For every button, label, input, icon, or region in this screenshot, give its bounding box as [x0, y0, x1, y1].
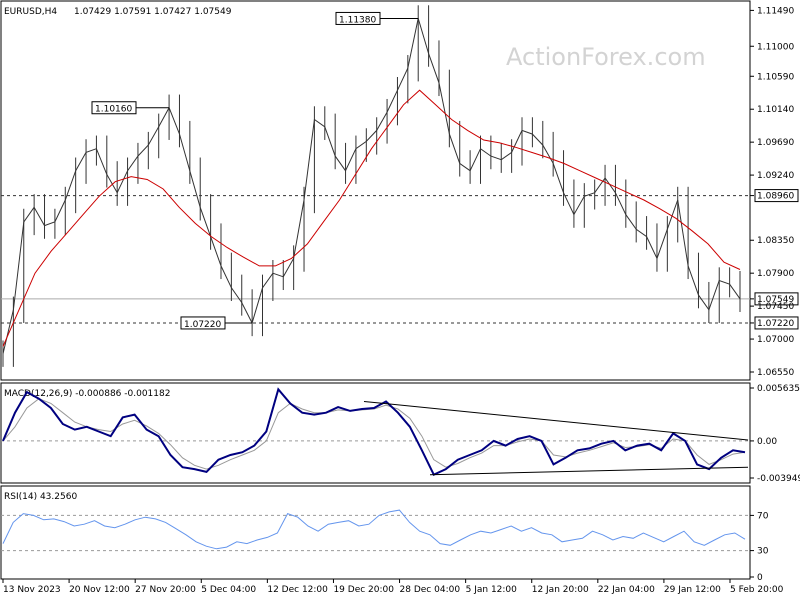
- price-y-axis: 1.11490 1.11000 1.10590 1.10140 1.09690 1.092…: [750, 6, 799, 378]
- x-tick-label: 12 Jan 20:00: [532, 585, 589, 595]
- price-y-tick-label: 1.10140: [757, 105, 794, 115]
- rsi-y-tick-label: 0: [757, 573, 763, 583]
- macd-y-tick-label: 0.005635: [757, 384, 800, 394]
- price-y-tick-label: 1.07900: [757, 269, 794, 279]
- annotation-label: 1.07220: [184, 320, 221, 330]
- price-y-tick-label: 1.07000: [757, 335, 794, 345]
- x-tick-label: 13 Nov 2023: [3, 585, 61, 595]
- macd-signal-line: [2, 398, 746, 470]
- x-tick-label: 19 Dec 20:00: [333, 585, 394, 595]
- rsi-panel: [1, 509, 750, 552]
- annotation-label: 1.11380: [339, 15, 376, 25]
- macd-y-axis: 0.005635 0.00 -0.003949: [750, 384, 800, 484]
- price-y-tick-label: 1.06550: [757, 368, 794, 378]
- annotation-label: 1.10160: [95, 105, 132, 115]
- price-y-tick-label: 1.08960: [757, 192, 794, 202]
- price-y-tick-label: 1.11490: [757, 6, 794, 16]
- price-annotations: 1.10160 1.11380 1.07220: [91, 11, 419, 330]
- macd-panel-frame: [0, 382, 751, 484]
- moving-average: [2, 89, 741, 347]
- rsi-y-axis: 70 30 0: [750, 511, 769, 583]
- x-tick-label: 12 Dec 12:00: [267, 585, 328, 595]
- annotation-box: [180, 316, 226, 330]
- x-tick-label: 22 Jan 04:00: [598, 585, 655, 595]
- annotation-box: [335, 11, 381, 25]
- x-tick-label: 5 Dec 04:00: [201, 585, 256, 595]
- price-y-tick-box: [754, 316, 799, 330]
- moving-average-line: [2, 89, 741, 347]
- price-y-tick-box: [754, 189, 799, 203]
- x-tick-label: 5 Jan 12:00: [466, 585, 518, 595]
- price-y-tick-label: 1.09690: [757, 138, 794, 148]
- rsi-panel-frame: [0, 485, 751, 580]
- rsi-y-tick-label: 30: [757, 547, 769, 557]
- macd-header: MACD(12,26,9) -0.000886 -0.001182: [4, 389, 170, 399]
- rsi-y-tick-label: 70: [757, 511, 769, 521]
- x-axis: 13 Nov 2023 20 Nov 12:00 27 Nov 20:00 5 Dec…: [2, 579, 784, 595]
- price-y-tick-label: 1.09240: [757, 171, 794, 181]
- price-y-tick-label: 1.11000: [757, 42, 794, 52]
- price-level-lines: [1, 195, 750, 324]
- price-y-tick-label: 1.08350: [757, 236, 794, 246]
- macd-lower-trendline: [429, 466, 749, 476]
- macd-y-tick-label: -0.003949: [757, 474, 800, 484]
- watermark: ActionForex.com: [506, 43, 706, 71]
- x-tick-label: 20 Nov 12:00: [69, 585, 130, 595]
- price-y-tick-label: 1.10590: [757, 72, 794, 82]
- macd-panel: [1, 387, 750, 477]
- price-header-ohlc: 1.07429 1.07591 1.07427 1.07549: [74, 7, 232, 17]
- price-header-symbol: EURUSD,H4: [4, 7, 57, 17]
- price-y-tick-label: 1.07450: [757, 302, 794, 312]
- macd-line: [2, 387, 746, 477]
- price-y-tick-label: 1.07549: [757, 295, 794, 305]
- x-tick-label: 29 Jan 12:00: [664, 585, 721, 595]
- price-close-line: [2, 18, 741, 354]
- macd-y-tick-label: 0.00: [757, 437, 777, 447]
- x-tick-label: 28 Dec 04:00: [400, 585, 461, 595]
- macd-upper-trendline: [363, 400, 749, 441]
- rsi-line: [2, 509, 746, 550]
- x-tick-label: 27 Nov 20:00: [135, 585, 196, 595]
- price-y-tick-label: 1.07220: [757, 319, 794, 329]
- price-bars: [2, 5, 741, 367]
- rsi-header: RSI(14) 43.2560: [4, 492, 77, 502]
- annotation-box: [91, 101, 137, 115]
- x-tick-label: 5 Feb 20:00: [730, 585, 784, 595]
- price-panel-frame: [0, 0, 751, 381]
- price-y-tick-box: [754, 292, 799, 306]
